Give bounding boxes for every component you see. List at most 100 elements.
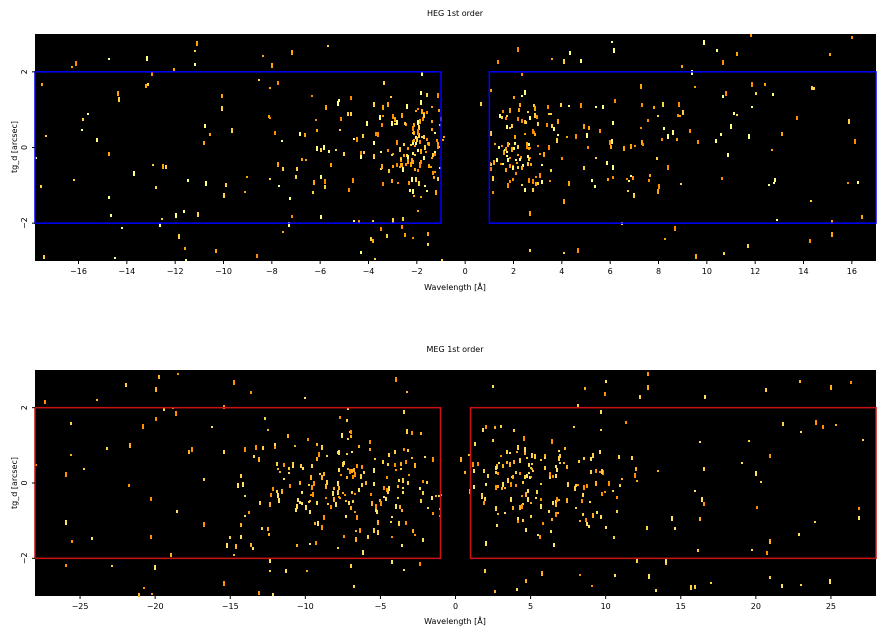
heg-count-pixel bbox=[725, 91, 727, 96]
meg-count-pixel bbox=[345, 500, 347, 502]
meg-count-pixel bbox=[391, 516, 393, 518]
heg-count-pixel bbox=[403, 143, 405, 146]
meg-count-pixel bbox=[422, 538, 424, 542]
heg-count-pixel bbox=[412, 189, 414, 194]
heg-count-pixel bbox=[96, 138, 98, 142]
heg-count-pixel bbox=[173, 68, 175, 71]
heg-count-pixel bbox=[258, 79, 260, 81]
heg-count-pixel bbox=[626, 178, 628, 180]
heg-count-pixel bbox=[231, 128, 233, 133]
meg-count-pixel bbox=[351, 491, 353, 494]
meg-count-pixel bbox=[70, 422, 72, 425]
meg-count-pixel bbox=[612, 490, 614, 492]
heg-count-pixel bbox=[407, 147, 409, 150]
meg-count-pixel bbox=[408, 474, 410, 476]
meg-count-pixel bbox=[377, 530, 379, 535]
meg-x-tick-label: 15 bbox=[676, 602, 686, 611]
heg-count-pixel bbox=[547, 105, 549, 109]
heg-count-pixel bbox=[301, 158, 303, 161]
meg-count-pixel bbox=[337, 481, 339, 486]
meg-count-pixel bbox=[276, 462, 278, 466]
heg-count-pixel bbox=[548, 113, 550, 115]
meg-plot-area bbox=[35, 370, 876, 596]
heg-count-pixel bbox=[374, 258, 376, 260]
meg-count-pixel bbox=[618, 455, 620, 459]
meg-count-pixel bbox=[395, 469, 397, 471]
meg-count-pixel bbox=[226, 543, 228, 548]
heg-count-pixel bbox=[533, 104, 535, 107]
heg-x-tick-label: −8 bbox=[266, 267, 278, 276]
heg-count-pixel bbox=[553, 127, 555, 131]
meg-count-pixel bbox=[353, 468, 355, 472]
meg-count-pixel bbox=[398, 521, 400, 526]
meg-count-pixel bbox=[574, 486, 576, 491]
heg-count-pixel bbox=[387, 149, 389, 152]
meg-x-tick-label: −5 bbox=[375, 602, 387, 611]
meg-count-pixel bbox=[419, 487, 421, 490]
meg-count-pixel bbox=[422, 491, 424, 495]
heg-count-pixel bbox=[634, 145, 636, 147]
heg-count-pixel bbox=[394, 123, 396, 125]
heg-count-pixel bbox=[628, 180, 630, 182]
heg-count-pixel bbox=[420, 91, 422, 95]
heg-count-pixel bbox=[87, 113, 89, 115]
heg-count-pixel bbox=[417, 210, 419, 212]
meg-count-pixel bbox=[332, 491, 334, 496]
heg-count-pixel bbox=[505, 168, 507, 172]
heg-count-pixel bbox=[676, 138, 678, 141]
meg-count-pixel bbox=[355, 537, 357, 542]
heg-count-pixel bbox=[379, 115, 381, 120]
heg-x-tick-label: −10 bbox=[215, 267, 232, 276]
heg-count-pixel bbox=[360, 151, 362, 155]
heg-count-pixel bbox=[640, 127, 642, 129]
heg-title: HEG 1st order bbox=[427, 9, 484, 18]
meg-count-pixel bbox=[438, 495, 440, 497]
heg-count-pixel bbox=[434, 151, 436, 153]
heg-count-pixel bbox=[526, 142, 528, 146]
heg-count-pixel bbox=[506, 115, 508, 117]
heg-count-pixel bbox=[507, 185, 509, 188]
meg-x-tick-label: 10 bbox=[601, 602, 611, 611]
heg-count-pixel bbox=[373, 102, 375, 107]
meg-count-pixel bbox=[515, 471, 517, 474]
heg-count-pixel bbox=[410, 162, 412, 167]
heg-count-pixel bbox=[443, 136, 445, 138]
meg-count-pixel bbox=[288, 467, 290, 470]
heg-count-pixel bbox=[539, 173, 541, 178]
meg-count-pixel bbox=[575, 507, 577, 509]
heg-count-pixel bbox=[356, 137, 358, 142]
meg-count-pixel bbox=[233, 554, 235, 556]
meg-count-pixel bbox=[483, 501, 485, 505]
heg-count-pixel bbox=[521, 119, 523, 123]
meg-count-pixel bbox=[354, 493, 356, 495]
meg-count-pixel bbox=[309, 543, 311, 545]
meg-count-pixel bbox=[142, 424, 144, 429]
meg-count-pixel bbox=[431, 496, 433, 500]
heg-count-pixel bbox=[335, 149, 337, 151]
heg-count-pixel bbox=[330, 163, 332, 167]
meg-count-pixel bbox=[267, 429, 269, 431]
heg-count-pixel bbox=[406, 104, 408, 109]
heg-count-pixel bbox=[185, 259, 187, 261]
heg-count-pixel bbox=[521, 95, 523, 97]
heg-count-pixel bbox=[442, 139, 444, 141]
meg-count-pixel bbox=[279, 471, 281, 473]
meg-count-pixel bbox=[340, 474, 342, 476]
meg-count-pixel bbox=[704, 395, 706, 399]
heg-count-pixel bbox=[427, 243, 429, 246]
heg-count-pixel bbox=[516, 162, 518, 164]
meg-count-pixel bbox=[782, 422, 784, 426]
meg-count-pixel bbox=[288, 472, 290, 474]
meg-count-pixel bbox=[385, 497, 387, 501]
heg-count-pixel bbox=[502, 110, 504, 113]
heg-count-pixel bbox=[75, 61, 77, 66]
heg-count-pixel bbox=[269, 117, 271, 119]
meg-count-pixel bbox=[583, 485, 585, 490]
meg-count-pixel bbox=[566, 498, 568, 503]
meg-count-pixel bbox=[555, 465, 557, 468]
meg-count-pixel bbox=[295, 508, 297, 512]
meg-count-pixel bbox=[65, 520, 67, 525]
heg-count-pixel bbox=[159, 223, 161, 227]
meg-count-pixel bbox=[814, 521, 816, 523]
meg-count-pixel bbox=[422, 480, 424, 483]
